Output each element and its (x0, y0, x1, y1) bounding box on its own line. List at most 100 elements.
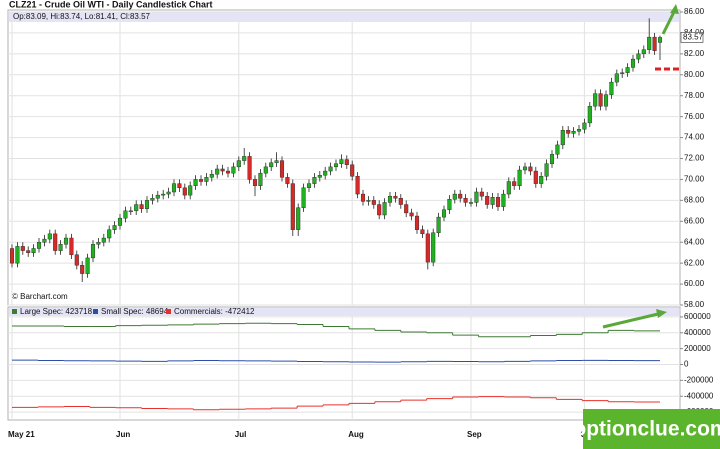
candle-body (285, 177, 290, 184)
candle-body (414, 215, 420, 230)
candle-body (393, 195, 398, 199)
candle-body (404, 204, 409, 214)
chart-title: CLZ21 - Crude Oil WTI - Daily Candlestic… (9, 0, 213, 9)
watermark: optionclue.com (573, 418, 720, 441)
y-tick-label: 76.00 (684, 112, 705, 121)
candle-body (279, 160, 285, 178)
x-tick-label: May 21 (8, 430, 35, 439)
ohlc-legend: Op:83.09, Hi:83.74, Lo:81.41, Cl:83.57 (13, 12, 151, 21)
source: © Barchart.com (12, 292, 68, 301)
up-arrow-head (670, 4, 679, 14)
candle-body (53, 233, 58, 251)
price-tag-box (680, 32, 704, 43)
y-tick-label: 200000 (684, 344, 711, 353)
candle-body (139, 204, 144, 209)
candle-body (528, 166, 533, 172)
candle-body (107, 229, 112, 239)
candle-body (593, 93, 598, 107)
y-tick-label: 58.00 (684, 300, 705, 309)
candle-body (31, 248, 36, 253)
candle-body (161, 193, 166, 196)
cot-arrow-head (656, 309, 667, 318)
candle-body (355, 176, 360, 195)
candle-body (144, 200, 150, 209)
y-tick-label: 0 (684, 360, 689, 369)
candle-body (58, 244, 63, 251)
candle-body (377, 204, 382, 216)
candle-body (333, 163, 339, 168)
y-tick-label: 86.00 (684, 7, 705, 16)
candle-body (166, 191, 171, 195)
candle-body (198, 179, 204, 182)
candle-body (441, 209, 447, 218)
legend-label: Large Spec: 423718 (20, 307, 93, 316)
candle-body (96, 242, 101, 245)
y-tick-label: 70.00 (684, 175, 705, 184)
candle-body (269, 162, 274, 168)
candle-body (225, 170, 231, 174)
candle-body (182, 187, 187, 196)
x-tick-label: Sep (467, 430, 482, 439)
candle-body (609, 81, 614, 95)
candle-body (220, 168, 225, 172)
candle-body (641, 49, 646, 55)
y-tick-label: 80.00 (684, 70, 705, 79)
annotations (602, 4, 679, 329)
y-tick-label: 60.00 (684, 279, 705, 288)
cot-panel (7, 306, 681, 421)
plot-layer: 58.00 60.00 62.00 64.00 66.00 68.00 70.00 72.00… (8, 7, 714, 439)
candle-body (533, 170, 538, 184)
candle-body (215, 168, 220, 175)
candle-body (636, 53, 641, 60)
candle-body (447, 199, 452, 210)
candle-body (150, 198, 155, 201)
candle-body (490, 197, 495, 205)
candle-body (117, 217, 123, 226)
candle-body (339, 159, 344, 164)
candle-body (274, 160, 279, 163)
candle-body (80, 265, 85, 274)
y-tick-label: 78.00 (684, 91, 705, 100)
x-tick-label: Jun (116, 430, 130, 439)
candle-body (522, 166, 528, 171)
candle-body (344, 159, 349, 165)
candle-body (576, 128, 582, 132)
candle-body (506, 181, 511, 195)
candle-body (625, 67, 630, 73)
y-tick-label: 64.00 (684, 237, 705, 246)
candle-body (409, 212, 414, 217)
y-tick-label: 74.00 (684, 133, 705, 142)
candle-body (603, 94, 609, 107)
candle-body (42, 238, 47, 243)
legend-band (9, 12, 679, 22)
candle-body (485, 195, 490, 205)
y-tick-label: 66.00 (684, 216, 705, 225)
y-tick-label: 62.00 (684, 258, 705, 267)
candle-body (398, 198, 403, 205)
candle-body (620, 72, 625, 74)
candle-body (495, 197, 501, 207)
x-tick-label: Jul (235, 430, 247, 439)
price-tag: 83.57 (683, 33, 704, 42)
candle-body (382, 202, 387, 216)
candle-body (20, 246, 25, 251)
candle-body (47, 233, 52, 240)
candle-body (258, 172, 263, 186)
x-tick-label: Aug (348, 430, 364, 439)
cot-arrow (602, 312, 659, 329)
candle-body (9, 248, 15, 264)
candle-body (69, 237, 74, 255)
candle-body (85, 257, 90, 274)
candle-body (587, 105, 592, 124)
candle-body (36, 242, 42, 249)
candle-body (112, 225, 117, 230)
candle-body (630, 58, 636, 68)
y-tick-label: -400000 (684, 391, 714, 400)
candle-body (323, 170, 328, 176)
candle-body (263, 166, 268, 174)
candle-body (193, 179, 198, 186)
candle-body (657, 37, 663, 43)
candle-body (155, 194, 160, 199)
candle-body (463, 198, 468, 203)
